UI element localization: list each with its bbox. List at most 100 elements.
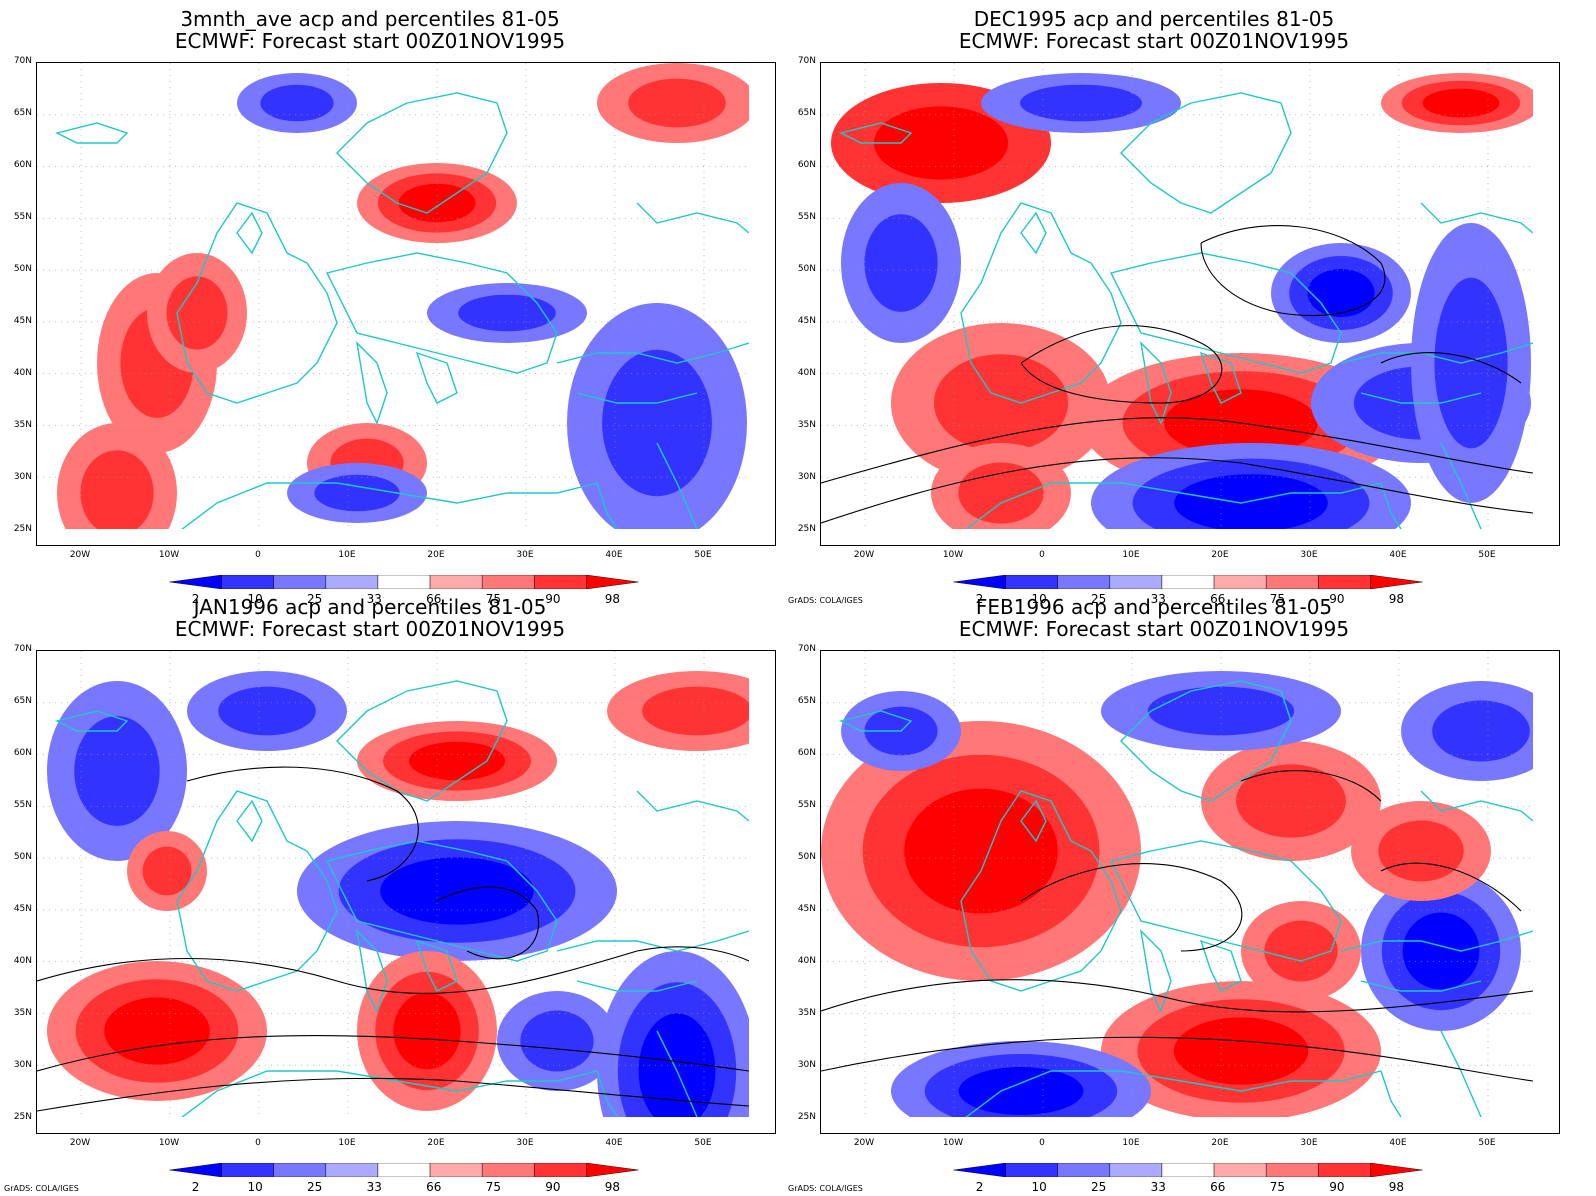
contour-line bbox=[37, 946, 749, 994]
coastline bbox=[1380, 1070, 1402, 1117]
lat-tick-label: 35N bbox=[13, 420, 32, 430]
colorbar-swatch bbox=[1161, 1163, 1215, 1177]
lon-tick-label: 10E bbox=[1122, 1138, 1140, 1148]
colorbar-swatch bbox=[481, 575, 535, 589]
colorbar-swatch bbox=[534, 1163, 587, 1177]
colorbar-swatch bbox=[1005, 575, 1058, 589]
coastline bbox=[965, 482, 1382, 529]
colorbar-swatch bbox=[1213, 575, 1267, 589]
coastline bbox=[1109, 252, 1342, 374]
panel-title-line2: ECMWF: Forecast start 00Z01NOV1995 bbox=[174, 617, 566, 641]
coastline bbox=[576, 392, 698, 404]
coastline bbox=[415, 939, 458, 992]
lon-tick-label: 40E bbox=[605, 1138, 623, 1148]
anomaly-region bbox=[1173, 1017, 1309, 1085]
contour-line bbox=[821, 979, 1533, 1013]
coastline bbox=[1199, 351, 1242, 404]
coastline bbox=[181, 482, 598, 529]
anomaly-region bbox=[1434, 277, 1508, 449]
lon-tick-label: 20E bbox=[1211, 550, 1229, 560]
lat-tick-label: 65N bbox=[13, 696, 32, 706]
contour-line bbox=[821, 417, 1533, 484]
contour-line bbox=[37, 1077, 749, 1112]
colorbar-label: 90 bbox=[1329, 592, 1345, 606]
coastline bbox=[1420, 202, 1533, 234]
lat-tick-label: 45N bbox=[797, 904, 816, 914]
colorbar-swatch bbox=[1161, 575, 1215, 589]
colorbar-swatch bbox=[1057, 575, 1111, 589]
contour-line bbox=[1020, 863, 1243, 952]
lon-tick-label: 30E bbox=[1300, 1138, 1318, 1148]
colorbar-label: 25 bbox=[307, 592, 323, 606]
coastline bbox=[960, 790, 1122, 992]
lat-tick-label: 65N bbox=[13, 108, 32, 118]
anomaly-region bbox=[904, 788, 1058, 914]
lon-tick-label: 10W bbox=[158, 1138, 180, 1148]
colorbar-swatch bbox=[1109, 1163, 1163, 1177]
coastline bbox=[176, 790, 338, 992]
anomaly-region bbox=[933, 354, 1069, 452]
colorbar-swatch bbox=[1318, 575, 1371, 589]
lon-tick-label: 10E bbox=[338, 550, 356, 560]
anomaly-region bbox=[1432, 700, 1530, 762]
lon-tick-label: 50E bbox=[1478, 1138, 1496, 1148]
anomaly-region bbox=[1020, 84, 1142, 122]
coastline bbox=[656, 442, 698, 529]
coastline bbox=[336, 680, 508, 802]
percentile-map bbox=[820, 650, 1560, 1134]
anomaly-region bbox=[642, 686, 749, 736]
anomaly-region bbox=[393, 992, 461, 1070]
lat-tick-label: 65N bbox=[797, 108, 816, 118]
lat-tick-label: 30N bbox=[13, 472, 32, 482]
lon-tick-label: 50E bbox=[694, 550, 712, 560]
lat-tick-label: 60N bbox=[13, 160, 32, 170]
coastline bbox=[1199, 939, 1242, 992]
coastline bbox=[636, 790, 749, 822]
lat-tick-label: 40N bbox=[797, 368, 816, 378]
anomaly-region bbox=[628, 78, 726, 128]
anomaly-region bbox=[166, 276, 228, 350]
coastline bbox=[1120, 92, 1292, 214]
anomaly-region bbox=[1307, 269, 1375, 317]
colorbar-label: 2 bbox=[975, 1180, 984, 1194]
colorbar-graphic bbox=[953, 575, 1423, 589]
lat-tick-label: 55N bbox=[13, 212, 32, 222]
colorbar-label: 90 bbox=[545, 1180, 561, 1194]
colorbar-swatch bbox=[953, 1163, 1006, 1177]
lon-tick-label: 40E bbox=[1389, 1138, 1407, 1148]
colorbar-swatch bbox=[1265, 1163, 1319, 1177]
lat-tick-label: 45N bbox=[13, 904, 32, 914]
lon-tick-label: 50E bbox=[694, 1138, 712, 1148]
lon-tick-label: 0 bbox=[255, 1138, 261, 1148]
panel-dec1995: DEC1995 acp and percentiles 81-05 ECMWF:… bbox=[784, 0, 1582, 606]
colorbar-swatch bbox=[534, 575, 587, 589]
coastline bbox=[1360, 392, 1482, 404]
colorbar-swatch bbox=[169, 575, 222, 589]
lon-tick-label: 20W bbox=[69, 1138, 91, 1148]
contour-line bbox=[186, 766, 419, 882]
lat-tick-label: 40N bbox=[797, 956, 816, 966]
percentile-map bbox=[36, 62, 776, 546]
lon-tick-label: 40E bbox=[1389, 550, 1407, 560]
colorbar-swatch bbox=[1370, 1163, 1423, 1177]
contour-line bbox=[436, 886, 540, 960]
coastline bbox=[1420, 790, 1533, 822]
coastline bbox=[576, 980, 698, 992]
colorbar-label: 98 bbox=[604, 1180, 621, 1194]
anomaly-region bbox=[74, 716, 160, 826]
lat-tick-label: 25N bbox=[13, 1112, 32, 1122]
lon-tick-label: 10W bbox=[158, 550, 180, 560]
lon-tick-label: 10E bbox=[1122, 550, 1140, 560]
contour-line bbox=[821, 1036, 1533, 1082]
coastline bbox=[325, 252, 558, 374]
panel-title-line1: JAN1996 acp and percentiles 81-05 bbox=[193, 595, 547, 619]
lat-tick-label: 55N bbox=[13, 800, 32, 810]
panel-3mnth-ave: 3mnth_ave acp and percentiles 81-05 ECMW… bbox=[0, 0, 798, 606]
colorbar-label: 2 bbox=[975, 592, 984, 606]
anomaly-region bbox=[958, 462, 1044, 524]
contour-line bbox=[1380, 352, 1522, 384]
coastline bbox=[960, 202, 1122, 404]
lon-tick-label: 20W bbox=[853, 550, 875, 560]
coastline bbox=[1340, 930, 1533, 952]
coastline bbox=[1020, 211, 1047, 255]
